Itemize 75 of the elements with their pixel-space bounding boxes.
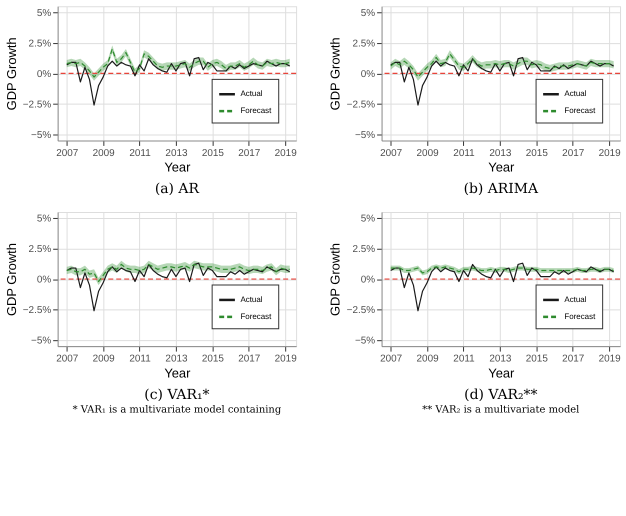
x-tick-label: 2009 bbox=[416, 148, 440, 159]
x-tick-label: 2013 bbox=[489, 148, 512, 159]
x-tick-label: 2013 bbox=[489, 354, 512, 365]
legend-label: Actual bbox=[240, 294, 263, 304]
y-tick-label: −2.5% bbox=[346, 305, 376, 316]
x-tick-label: 2013 bbox=[165, 148, 188, 159]
line-series bbox=[390, 262, 614, 312]
x-axis-title: Year bbox=[488, 365, 516, 380]
x-axis-title: Year bbox=[164, 365, 192, 380]
x-tick-label: 2007 bbox=[56, 354, 79, 365]
y-tick-label: 5% bbox=[36, 8, 52, 19]
y-tick-label: −5% bbox=[31, 130, 52, 141]
x-tick-label: 2019 bbox=[598, 148, 622, 159]
legend-label: Forecast bbox=[240, 106, 272, 116]
y-tick-label: 0% bbox=[36, 68, 52, 80]
y-tick-label: −2.5% bbox=[22, 99, 52, 110]
x-tick-label: 2011 bbox=[129, 148, 152, 159]
x-tick-label: 2015 bbox=[526, 354, 548, 365]
y-tick-label: −2.5% bbox=[346, 99, 376, 110]
x-tick-label: 2017 bbox=[562, 148, 585, 159]
text: ** VAR₂ is a multivariate model bbox=[422, 404, 580, 416]
x-tick-label: 2013 bbox=[165, 354, 188, 365]
x-tick-label: 2011 bbox=[453, 148, 476, 159]
y-tick-label: −5% bbox=[31, 336, 52, 347]
y-tick-label: 2.5% bbox=[28, 38, 52, 50]
line-series bbox=[390, 56, 614, 106]
y-tick-label: −5% bbox=[354, 336, 376, 347]
x-tick-label: 2017 bbox=[562, 354, 585, 365]
text: * VAR₁ is a multivariate model containing bbox=[72, 404, 282, 416]
y-tick-label: −2.5% bbox=[22, 305, 52, 316]
text: (d) VAR₂** bbox=[464, 386, 538, 403]
x-tick-label: 2007 bbox=[56, 148, 79, 159]
legend-label: Forecast bbox=[240, 312, 272, 321]
legend-label: Actual bbox=[564, 294, 587, 304]
y-tick-label: 5% bbox=[36, 214, 52, 225]
x-tick-label: 2019 bbox=[274, 148, 298, 159]
y-tick-label: 2.5% bbox=[352, 38, 376, 50]
text: (a) AR bbox=[154, 181, 200, 198]
x-tick-label: 2015 bbox=[202, 354, 224, 365]
line-series bbox=[66, 56, 290, 106]
x-tick-label: 2011 bbox=[129, 354, 152, 365]
y-axis-title: GDP Growth bbox=[328, 243, 343, 316]
y-tick-label: 2.5% bbox=[28, 244, 52, 256]
y-tick-label: −5% bbox=[354, 130, 376, 141]
legend-label: Forecast bbox=[564, 312, 596, 321]
y-axis-title: GDP Growth bbox=[4, 243, 19, 316]
text: (c) VAR₁* bbox=[144, 386, 210, 403]
y-tick-label: 0% bbox=[360, 274, 376, 286]
x-axis-title: Year bbox=[164, 160, 192, 175]
x-tick-label: 2017 bbox=[238, 148, 261, 159]
y-tick-label: 5% bbox=[360, 8, 376, 19]
x-tick-label: 2009 bbox=[92, 148, 116, 159]
x-tick-label: 2017 bbox=[238, 354, 261, 365]
legend-label: Actual bbox=[240, 89, 263, 98]
x-tick-label: 2009 bbox=[416, 354, 440, 365]
x-tick-label: 2009 bbox=[92, 354, 116, 365]
x-tick-label: 2015 bbox=[202, 148, 224, 159]
x-tick-label: 2019 bbox=[598, 354, 622, 365]
x-tick-label: 2019 bbox=[274, 354, 298, 365]
x-tick-label: 2015 bbox=[526, 148, 548, 159]
y-tick-label: 0% bbox=[360, 68, 376, 80]
legend-label: Actual bbox=[564, 89, 587, 98]
line-series bbox=[66, 262, 290, 312]
y-tick-label: 0% bbox=[36, 274, 52, 286]
line-series bbox=[390, 266, 614, 274]
y-axis-title: GDP Growth bbox=[328, 37, 343, 110]
x-tick-label: 2007 bbox=[380, 148, 403, 159]
x-tick-label: 2007 bbox=[380, 354, 403, 365]
text: (b) ARIMA bbox=[464, 181, 539, 198]
legend-label: Forecast bbox=[564, 106, 596, 116]
y-tick-label: 2.5% bbox=[352, 244, 376, 256]
y-axis-title: GDP Growth bbox=[4, 37, 19, 110]
x-tick-label: 2011 bbox=[453, 354, 476, 365]
x-axis-title: Year bbox=[488, 160, 516, 175]
y-tick-label: 5% bbox=[360, 214, 376, 225]
